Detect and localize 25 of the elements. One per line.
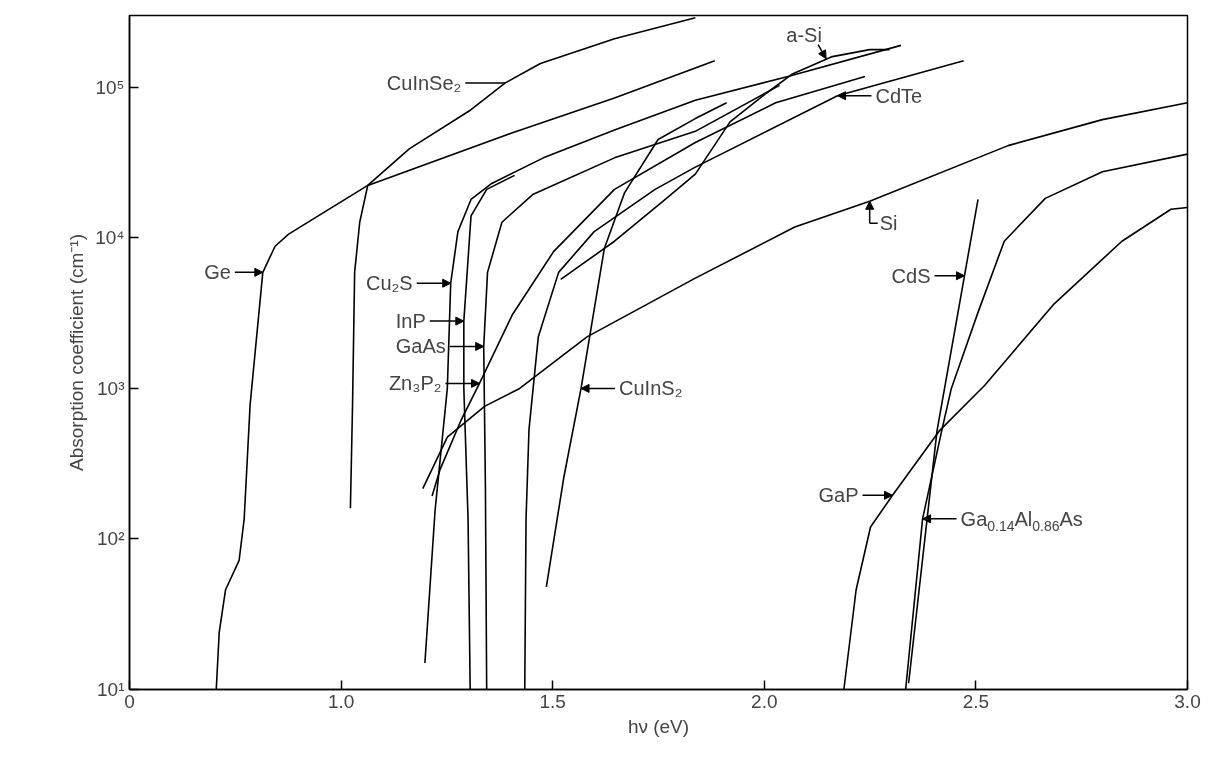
y-tick-label: 10² bbox=[97, 528, 125, 550]
y-tick-label: 10⁴ bbox=[95, 227, 125, 249]
annotation: CuInSe₂ bbox=[386, 71, 462, 94]
x-tick-label: 2.0 bbox=[751, 690, 778, 712]
annotation: Ge bbox=[204, 261, 231, 284]
y-tick-label: 10⁵ bbox=[95, 76, 125, 98]
x-tick-label: 1.0 bbox=[327, 690, 355, 712]
annotation: Cu₂S bbox=[366, 272, 413, 295]
annotation: GaAs bbox=[395, 335, 446, 358]
x-axis-title: hν (eV) bbox=[627, 715, 690, 737]
annotation: Zn₃P₂ bbox=[388, 372, 442, 395]
x-tick-label: 2.5 bbox=[962, 690, 990, 712]
annotation: Si bbox=[879, 212, 898, 235]
y-axis-title: Absorption coefficient (cm⁻¹) bbox=[66, 234, 88, 471]
annotation: CuInS₂ bbox=[619, 377, 683, 400]
x-tick-label: 0 bbox=[124, 690, 135, 712]
annotation: InP bbox=[395, 310, 426, 333]
annotation: CdS bbox=[891, 264, 931, 287]
x-tick-label: 3.0 bbox=[1174, 690, 1201, 712]
annotation: CdTe bbox=[875, 84, 923, 107]
y-tick-label: 10³ bbox=[97, 377, 125, 399]
y-tick-label: 10¹ bbox=[97, 679, 125, 700]
x-tick-label: 1.5 bbox=[539, 690, 566, 712]
annotation: a-Si bbox=[786, 23, 822, 46]
annotation: GaP bbox=[818, 484, 859, 507]
